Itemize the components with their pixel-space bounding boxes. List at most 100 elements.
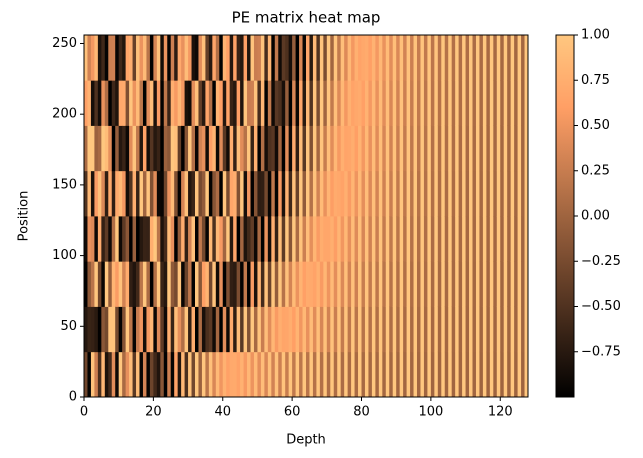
heatmap-cell <box>420 261 425 307</box>
heatmap-cell <box>382 216 387 262</box>
heatmap-cell <box>201 170 206 217</box>
heatmap-cell <box>215 351 220 398</box>
heatmap-cell <box>396 80 401 126</box>
heatmap-cell <box>267 216 272 262</box>
heatmap-cell <box>371 80 376 126</box>
heatmap-cell <box>247 80 251 126</box>
heatmap-cell <box>375 35 380 81</box>
heatmap-cell <box>208 261 213 307</box>
heatmap-cell <box>149 306 154 353</box>
heatmap-cell <box>122 125 127 172</box>
heatmap-cell <box>312 351 317 398</box>
heatmap-cell <box>371 216 376 262</box>
heatmap-cell <box>181 351 185 398</box>
heatmap-cell <box>111 35 116 81</box>
heatmap-cell <box>475 306 480 353</box>
heatmap-cell <box>240 170 244 217</box>
heatmap-cell <box>181 261 185 307</box>
heatmap-cell <box>455 125 460 172</box>
heatmap-cell <box>132 216 137 262</box>
heatmap-cell <box>132 170 137 217</box>
heatmap-cell <box>160 125 165 172</box>
heatmap-cell <box>312 261 317 307</box>
heatmap-cell <box>184 261 189 307</box>
heatmap-cell <box>267 125 272 172</box>
heatmap-cell <box>514 261 518 307</box>
heatmap-cell <box>302 80 307 126</box>
heatmap-cell <box>229 80 234 126</box>
heatmap-cell <box>368 125 373 172</box>
heatmap-cell <box>292 306 296 353</box>
heatmap-cell <box>493 170 498 217</box>
heatmap-cell <box>285 261 290 307</box>
heatmap-cell <box>222 306 227 353</box>
colorbar-tick-label: 0.50 <box>581 118 610 133</box>
heatmap-cell <box>514 170 518 217</box>
heatmap-cell <box>208 170 213 217</box>
heatmap-cell <box>132 306 137 353</box>
heatmap-cell <box>410 261 414 307</box>
heatmap-cell <box>129 351 133 398</box>
heatmap-cell <box>333 170 338 217</box>
heatmap-cell <box>448 80 453 126</box>
heatmap-cell <box>281 80 286 126</box>
heatmap-cell <box>417 125 421 172</box>
heatmap-cell <box>184 216 189 262</box>
heatmap-cell <box>368 170 373 217</box>
heatmap-cell <box>312 80 317 126</box>
y-tick-label: 200 <box>52 107 77 122</box>
heatmap-cell <box>427 170 432 217</box>
heatmap-cell <box>240 216 244 262</box>
heatmap-cell <box>253 125 258 172</box>
heatmap-cell <box>340 125 345 172</box>
heatmap-cell <box>475 351 480 398</box>
heatmap-cell <box>174 125 179 172</box>
heatmap-cell <box>323 306 328 353</box>
heatmap-cell <box>104 261 109 307</box>
heatmap-cell <box>309 261 314 307</box>
heatmap-cell <box>271 35 276 81</box>
heatmap-cell <box>344 80 349 126</box>
heatmap-cell <box>368 80 373 126</box>
heatmap-cell <box>486 170 491 217</box>
heatmap-cell <box>316 80 321 126</box>
colorbar-tick-label: −0.75 <box>581 344 621 359</box>
heatmap-cell <box>170 306 175 353</box>
heatmap-cell <box>406 125 411 172</box>
heatmap-cell <box>399 216 404 262</box>
heatmap-cell <box>423 216 428 262</box>
heatmap-cell <box>219 80 224 126</box>
heatmap-cell <box>479 170 484 217</box>
heatmap-cell <box>191 80 196 126</box>
heatmap-cell <box>264 80 269 126</box>
heatmap-cell <box>274 351 279 398</box>
heatmap-cell <box>326 80 331 126</box>
heatmap-cell <box>378 261 383 307</box>
heatmap-cell <box>229 216 234 262</box>
heatmap-cell <box>233 170 238 217</box>
heatmap-cell <box>215 306 220 353</box>
heatmap-cell <box>347 125 352 172</box>
heatmap-cell <box>170 216 175 262</box>
heatmap-cell <box>149 125 154 172</box>
heatmap-cell <box>319 35 324 81</box>
heatmap-cell <box>205 170 210 217</box>
heatmap-cell <box>482 125 487 172</box>
heatmap-cell <box>94 261 99 307</box>
heatmap-cell <box>181 306 185 353</box>
heatmap-cell <box>236 80 241 126</box>
heatmap-cell <box>139 216 144 262</box>
heatmap-cell <box>247 261 251 307</box>
heatmap-cell <box>243 216 248 262</box>
heatmap-cell <box>111 80 116 126</box>
heatmap-cell <box>406 351 411 398</box>
heatmap-cell <box>475 170 480 217</box>
heatmap-cell <box>423 125 428 172</box>
heatmap-cell <box>170 261 175 307</box>
heatmap-cell <box>337 80 342 126</box>
heatmap-cell <box>399 351 404 398</box>
heatmap-cell <box>260 170 265 217</box>
heatmap-cell <box>274 216 279 262</box>
heatmap-cell <box>181 125 185 172</box>
heatmap-cell <box>434 125 439 172</box>
